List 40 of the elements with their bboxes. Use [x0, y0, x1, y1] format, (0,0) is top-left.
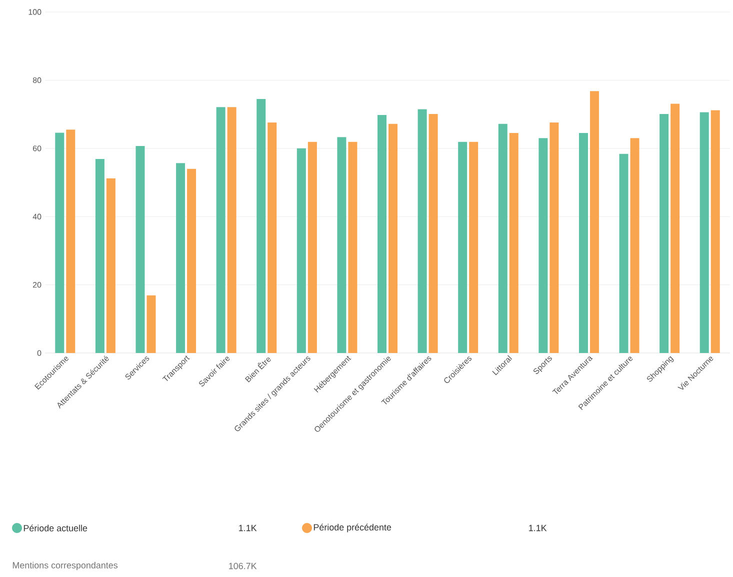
bar: [106, 178, 116, 354]
bar: [590, 91, 599, 354]
text: Mentions correspondantes: [12, 562, 118, 570]
bar: [578, 133, 588, 354]
bar: [418, 109, 427, 354]
bar: [670, 104, 680, 354]
bar: [538, 138, 548, 354]
bar: [388, 124, 398, 354]
bar: [296, 148, 306, 354]
bar: [227, 107, 236, 354]
bar: [498, 124, 508, 354]
bar: [66, 130, 76, 354]
bar: [428, 114, 438, 354]
text: 106.7K: [229, 562, 257, 570]
bar: [700, 112, 709, 354]
bar: [710, 110, 720, 354]
bar: [337, 137, 346, 354]
bar: [256, 98, 266, 354]
bar: [509, 133, 518, 354]
bar: [95, 158, 104, 354]
bar: [55, 132, 64, 354]
text: 1.1K: [239, 524, 257, 532]
text: 1.1K: [529, 524, 547, 532]
bar: [176, 163, 186, 354]
bar: [630, 138, 640, 354]
legend-label: Période précédente: [314, 524, 392, 532]
bar: [308, 142, 317, 354]
bar: [268, 122, 277, 354]
bar: [378, 114, 387, 354]
bar: [469, 142, 478, 354]
bar: [136, 146, 145, 354]
bar: [660, 114, 669, 354]
legend-label: Période actuelle: [24, 524, 88, 532]
bar: [187, 168, 196, 354]
bar: [146, 295, 156, 354]
bar: [348, 142, 358, 354]
bar: [216, 107, 226, 354]
bar: [550, 122, 559, 354]
bar: [619, 154, 628, 354]
bar: [458, 142, 468, 354]
